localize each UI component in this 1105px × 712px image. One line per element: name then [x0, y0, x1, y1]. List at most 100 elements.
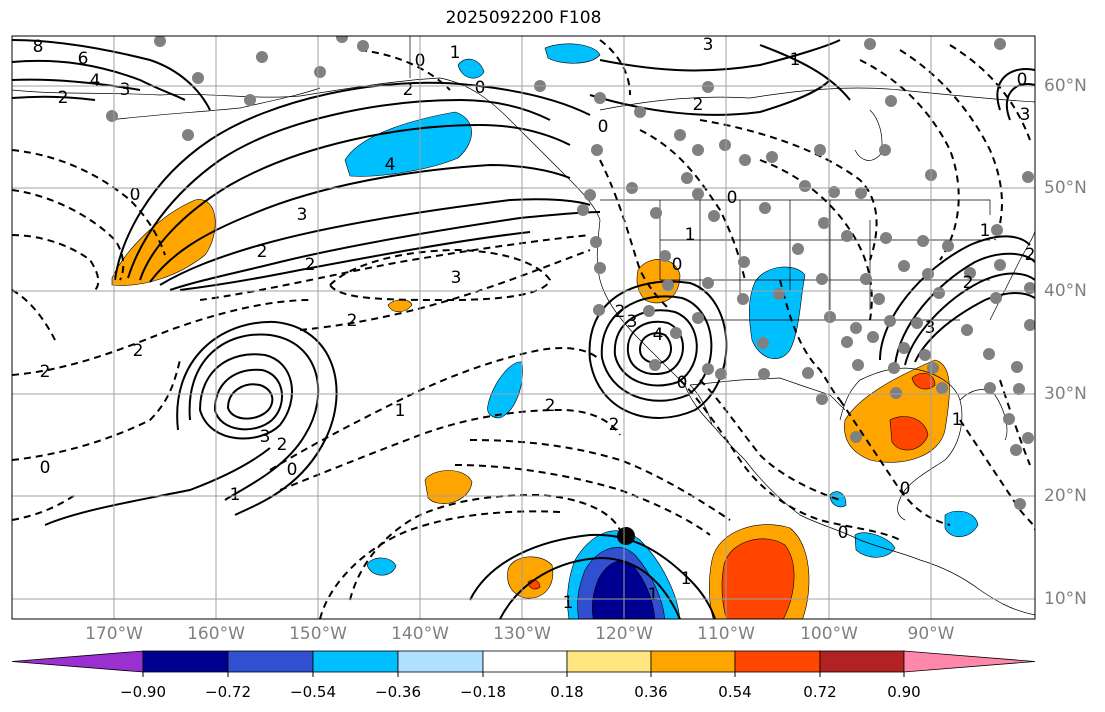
dashed-contour-11 [199, 234, 591, 301]
dashed-contour-19 [639, 129, 746, 281]
colorbar-segment [312, 650, 399, 673]
station-dots [106, 36, 1035, 510]
dashed-contour-20 [699, 119, 878, 261]
solid-contour-north-mid [599, 39, 841, 72]
colorbar-tick-label: −0.18 [460, 683, 506, 701]
dashed-contour-4 [12, 299, 311, 376]
contour-label: 3 [925, 318, 936, 338]
colorbar-extend-high [903, 650, 1036, 673]
colorbar-tick-label: 0.90 [887, 683, 921, 701]
lon-label: 120°W [595, 624, 653, 644]
solid-contour-ridge-1 [114, 81, 591, 281]
solid-contour-low-4 [600, 295, 713, 402]
colorbar-segment [142, 650, 229, 673]
solid-contour-north-2 [12, 59, 186, 101]
solid-contour-ne-2 [1005, 83, 1035, 121]
dashed-contours [12, 39, 1035, 619]
contour-label: 0 [677, 373, 688, 393]
contour-label: 0 [672, 255, 683, 275]
colorbar-segment [397, 650, 484, 673]
contour-label: 2 [40, 362, 51, 382]
graticule [12, 36, 1035, 619]
contour-label: 2 [305, 255, 316, 275]
solid-contour-east-1 [879, 235, 1031, 361]
contour-label: 1 [685, 225, 696, 245]
solid-contour-north-3 [12, 78, 141, 91]
dashed-contour-6 [12, 494, 76, 521]
contour-label: 1 [648, 585, 659, 605]
shade-orange-south1 [507, 556, 554, 599]
colorbar-tick-label: −0.36 [375, 683, 421, 701]
colorbar-tick-label: 0.54 [718, 683, 752, 701]
dashed-contour-22 [859, 59, 960, 261]
contour-label: 4 [385, 155, 396, 175]
contour-label: 0 [475, 78, 486, 98]
contour-label: 0 [727, 188, 738, 208]
colorbar-tick-label: −0.72 [205, 683, 251, 701]
contour-label: 1 [450, 43, 461, 63]
border-us-canada [600, 199, 991, 215]
dashed-contour-8 [279, 408, 621, 491]
solid-contour-hi-3 [226, 383, 274, 420]
colorbar-segment [227, 650, 314, 673]
contour-label: 1 [980, 221, 991, 241]
lon-label: 150°W [289, 624, 347, 644]
contour-label: 1 [395, 401, 406, 421]
dashed-contour-25 [839, 399, 951, 526]
contour-label: 0 [40, 458, 51, 478]
solid-contour-ridge-5 [159, 198, 591, 286]
contour-label: 2 [615, 302, 626, 322]
shade-blue-gulf-honduras [944, 510, 979, 537]
map-content: 8 6 4 3 2 0 1 0 3 1 2 0 4 3 2 2 3 2 2 2 … [12, 36, 1035, 619]
colorbar-tick-label: 0.72 [803, 683, 837, 701]
coast-hudson [854, 109, 883, 161]
solid-contour-east-3 [904, 272, 1035, 366]
contour-label: 0 [900, 479, 911, 499]
solid-contour-arctic [759, 44, 851, 101]
shade-red-gulf2 [911, 372, 936, 390]
lat-label: 50°N [1044, 178, 1087, 198]
contour-label: 3 [297, 205, 308, 225]
lon-label: 110°W [697, 624, 755, 644]
colorbar-extend-low [11, 650, 144, 673]
contour-label: 0 [598, 117, 609, 137]
shade-red-south2 [721, 538, 795, 619]
lat-label: 30°N [1044, 384, 1087, 404]
shade-orange-pacific [424, 470, 473, 504]
coast-mexico [744, 459, 1035, 616]
lon-label: 130°W [493, 624, 551, 644]
solid-contour-east-4 [914, 292, 1035, 363]
contour-label: 4 [90, 71, 101, 91]
solid-contour-low-3 [613, 309, 698, 387]
solid-contours [12, 39, 1035, 619]
shade-blue-small [366, 557, 397, 576]
colorbar-segment [650, 650, 736, 673]
shade-orange-small [387, 299, 413, 313]
colorbar-segment [482, 650, 568, 673]
solid-contour-north-1 [12, 39, 211, 111]
contour-label: 1 [681, 569, 692, 589]
dashed-contour-16 [679, 379, 901, 541]
dashed-contour-1 [12, 149, 166, 256]
contour-label: 3 [120, 80, 131, 100]
solid-contour-north-4 [12, 95, 96, 101]
contour-label: 2 [963, 273, 974, 293]
solid-contour-ridge-2 [127, 98, 551, 279]
solid-contour-low-2 [626, 320, 684, 375]
coast-gulf [839, 367, 963, 521]
dashed-contour-26 [959, 419, 1035, 531]
colorbar-tick-label: −0.54 [290, 683, 336, 701]
colorbar-segment [819, 650, 905, 673]
lat-label: 60°N [1044, 76, 1087, 96]
shade-red-gulf [889, 416, 929, 451]
shade-blue-gulf-alaska [344, 111, 472, 177]
contour-label: 2 [277, 435, 288, 455]
lat-label: 10°N [1044, 589, 1087, 609]
coast-florida [959, 389, 1008, 441]
contour-label: 0 [130, 185, 141, 205]
contour-label: 1 [230, 485, 241, 505]
contour-label: 2 [257, 242, 268, 262]
contour-label: 2 [545, 396, 556, 416]
contour-label: 0 [838, 523, 849, 543]
